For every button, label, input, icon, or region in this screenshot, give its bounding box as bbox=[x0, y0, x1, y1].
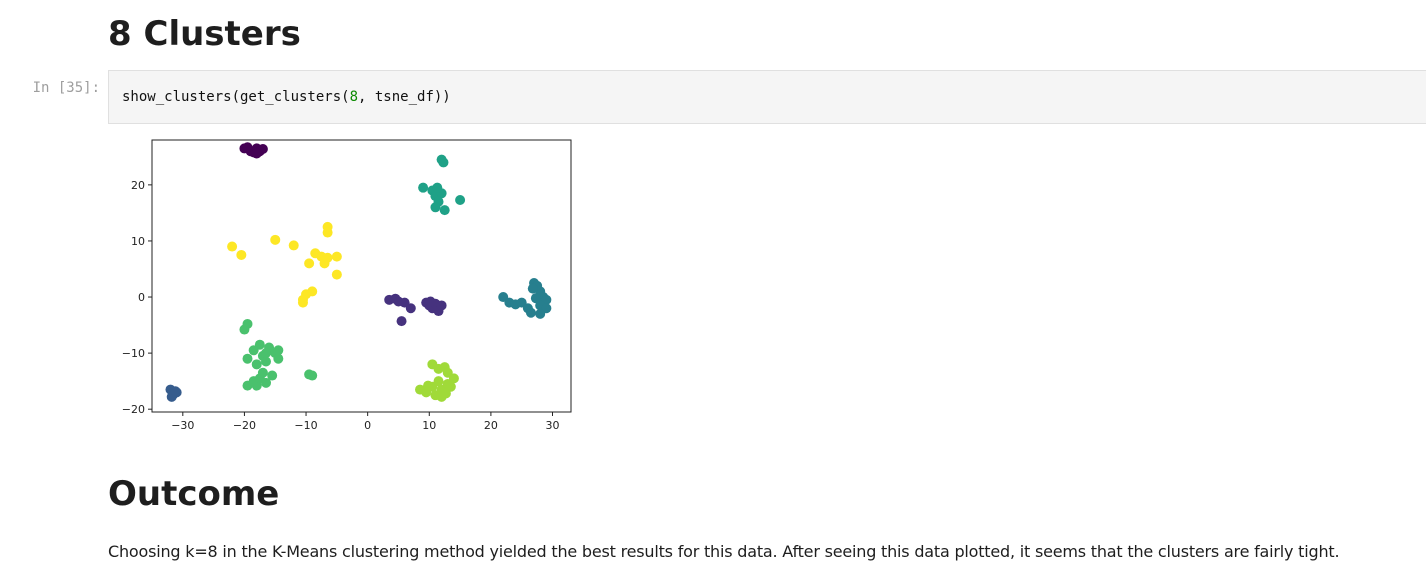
cluster-5-point bbox=[254, 339, 265, 350]
cluster-5-point bbox=[242, 353, 253, 364]
cluster-1-point bbox=[405, 303, 416, 314]
code-number: 8 bbox=[349, 89, 359, 105]
cluster-4-point bbox=[439, 205, 450, 216]
cluster-4-point bbox=[438, 157, 449, 168]
cluster-1-point bbox=[396, 316, 407, 327]
cluster-3-point bbox=[527, 283, 538, 294]
cluster-5-point bbox=[267, 370, 278, 381]
cluster-7-point bbox=[227, 241, 238, 252]
cluster-7-point bbox=[297, 297, 308, 308]
cluster-0-point bbox=[242, 142, 253, 153]
cluster-7-point bbox=[322, 252, 333, 263]
cluster-3-point bbox=[535, 308, 546, 319]
cluster-3-point bbox=[530, 293, 541, 304]
cluster-5-point bbox=[273, 345, 284, 356]
cluster-7-point bbox=[288, 240, 299, 251]
code-cell[interactable]: show_clusters(get_clusters(8, tsne_df)) bbox=[108, 70, 1426, 124]
cluster-7-point bbox=[322, 221, 333, 232]
code-suffix: , tsne_df)) bbox=[358, 89, 451, 105]
scatter-plot: −30 −20 −10 0 10 20 30 −20 −10 0 10 20 bbox=[122, 139, 572, 432]
cell-prompt: In [35]: bbox=[32, 80, 100, 96]
cluster-4-point bbox=[418, 182, 429, 193]
cluster-4-point bbox=[430, 202, 441, 213]
y-tick-label: −20 bbox=[122, 403, 145, 416]
cluster-4-point bbox=[455, 195, 466, 206]
x-tick-label: −10 bbox=[294, 419, 317, 432]
cluster-1-point bbox=[425, 296, 436, 307]
x-tick-label: −20 bbox=[233, 419, 256, 432]
cluster-3-point bbox=[525, 307, 536, 318]
cluster-1-point bbox=[436, 300, 447, 311]
cluster-5-point bbox=[307, 370, 318, 381]
y-tick-label: 0 bbox=[138, 291, 145, 304]
x-tick-label: 20 bbox=[484, 419, 498, 432]
cluster-7-point bbox=[236, 249, 247, 260]
plot-frame bbox=[151, 139, 572, 413]
cluster-5-point bbox=[260, 377, 271, 388]
y-tick-label: 20 bbox=[131, 179, 145, 192]
code-line[interactable]: show_clusters(get_clusters(8, tsne_df)) bbox=[122, 89, 451, 105]
outcome-paragraph: Choosing k=8 in the K-Means clustering m… bbox=[108, 542, 1340, 561]
heading-outcome: Outcome bbox=[108, 474, 280, 514]
cluster-5-point bbox=[242, 318, 253, 329]
cluster-5-point bbox=[251, 359, 262, 370]
y-tick-label: 10 bbox=[131, 235, 145, 248]
cluster-2-point bbox=[170, 386, 181, 397]
x-tick-label: 30 bbox=[546, 419, 560, 432]
heading-8-clusters: 8 Clusters bbox=[108, 14, 301, 54]
cluster-6-point bbox=[433, 376, 444, 387]
cluster-5-point bbox=[260, 356, 271, 367]
cluster-5-point bbox=[260, 348, 271, 359]
code-prefix: show_clusters(get_clusters( bbox=[122, 89, 350, 105]
cluster-7-point bbox=[331, 251, 342, 262]
cluster-5-point bbox=[273, 353, 284, 364]
cluster-7-point bbox=[331, 269, 342, 280]
y-tick-label: −10 bbox=[122, 347, 145, 360]
cluster-7-point bbox=[270, 234, 281, 245]
x-tick-label: −30 bbox=[171, 419, 194, 432]
cluster-0-point bbox=[251, 148, 262, 159]
cluster-6-point bbox=[423, 380, 434, 391]
cluster-6-point bbox=[442, 367, 453, 378]
x-tick-label: 0 bbox=[364, 419, 371, 432]
cluster-6-point bbox=[440, 388, 451, 399]
cluster-7-point bbox=[304, 258, 315, 269]
cluster-4-point bbox=[432, 182, 443, 193]
x-tick-label: 10 bbox=[422, 419, 436, 432]
